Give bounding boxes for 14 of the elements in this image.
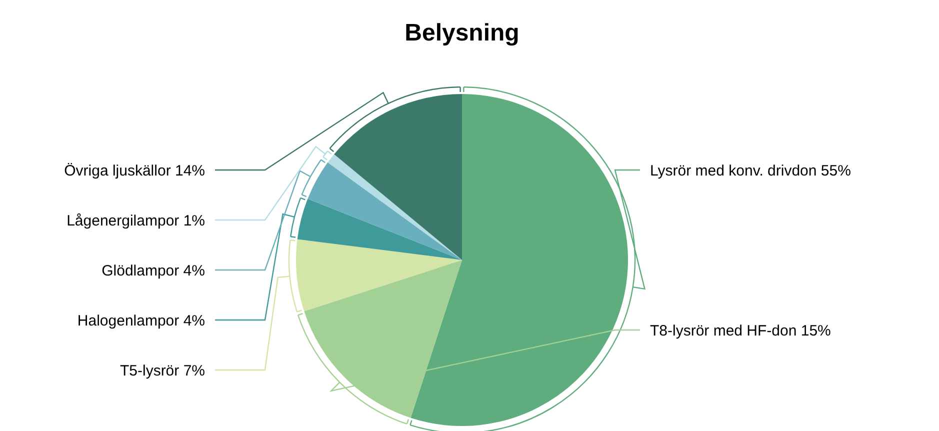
slice-label: Övriga ljuskällor 14% — [64, 162, 205, 180]
slice-label: Glödlampor 4% — [102, 262, 205, 280]
pie-slice — [297, 198, 462, 260]
pie-slice — [308, 162, 462, 260]
slice-label: T8-lysrör med HF-don 15% — [650, 322, 831, 340]
pie-slice — [296, 239, 462, 312]
slice-label: Halogenlampor 4% — [77, 312, 205, 330]
slice-label: Lågenergilampor 1% — [66, 212, 205, 230]
pie-slice — [304, 260, 462, 418]
slice-label: T5-lysrör 7% — [120, 362, 205, 380]
slice-label: Lysrör med konv. drivdon 55% — [650, 162, 851, 180]
pie-slice — [334, 94, 462, 260]
pie-slice — [328, 154, 462, 260]
chart-title: Belysning — [404, 19, 520, 46]
